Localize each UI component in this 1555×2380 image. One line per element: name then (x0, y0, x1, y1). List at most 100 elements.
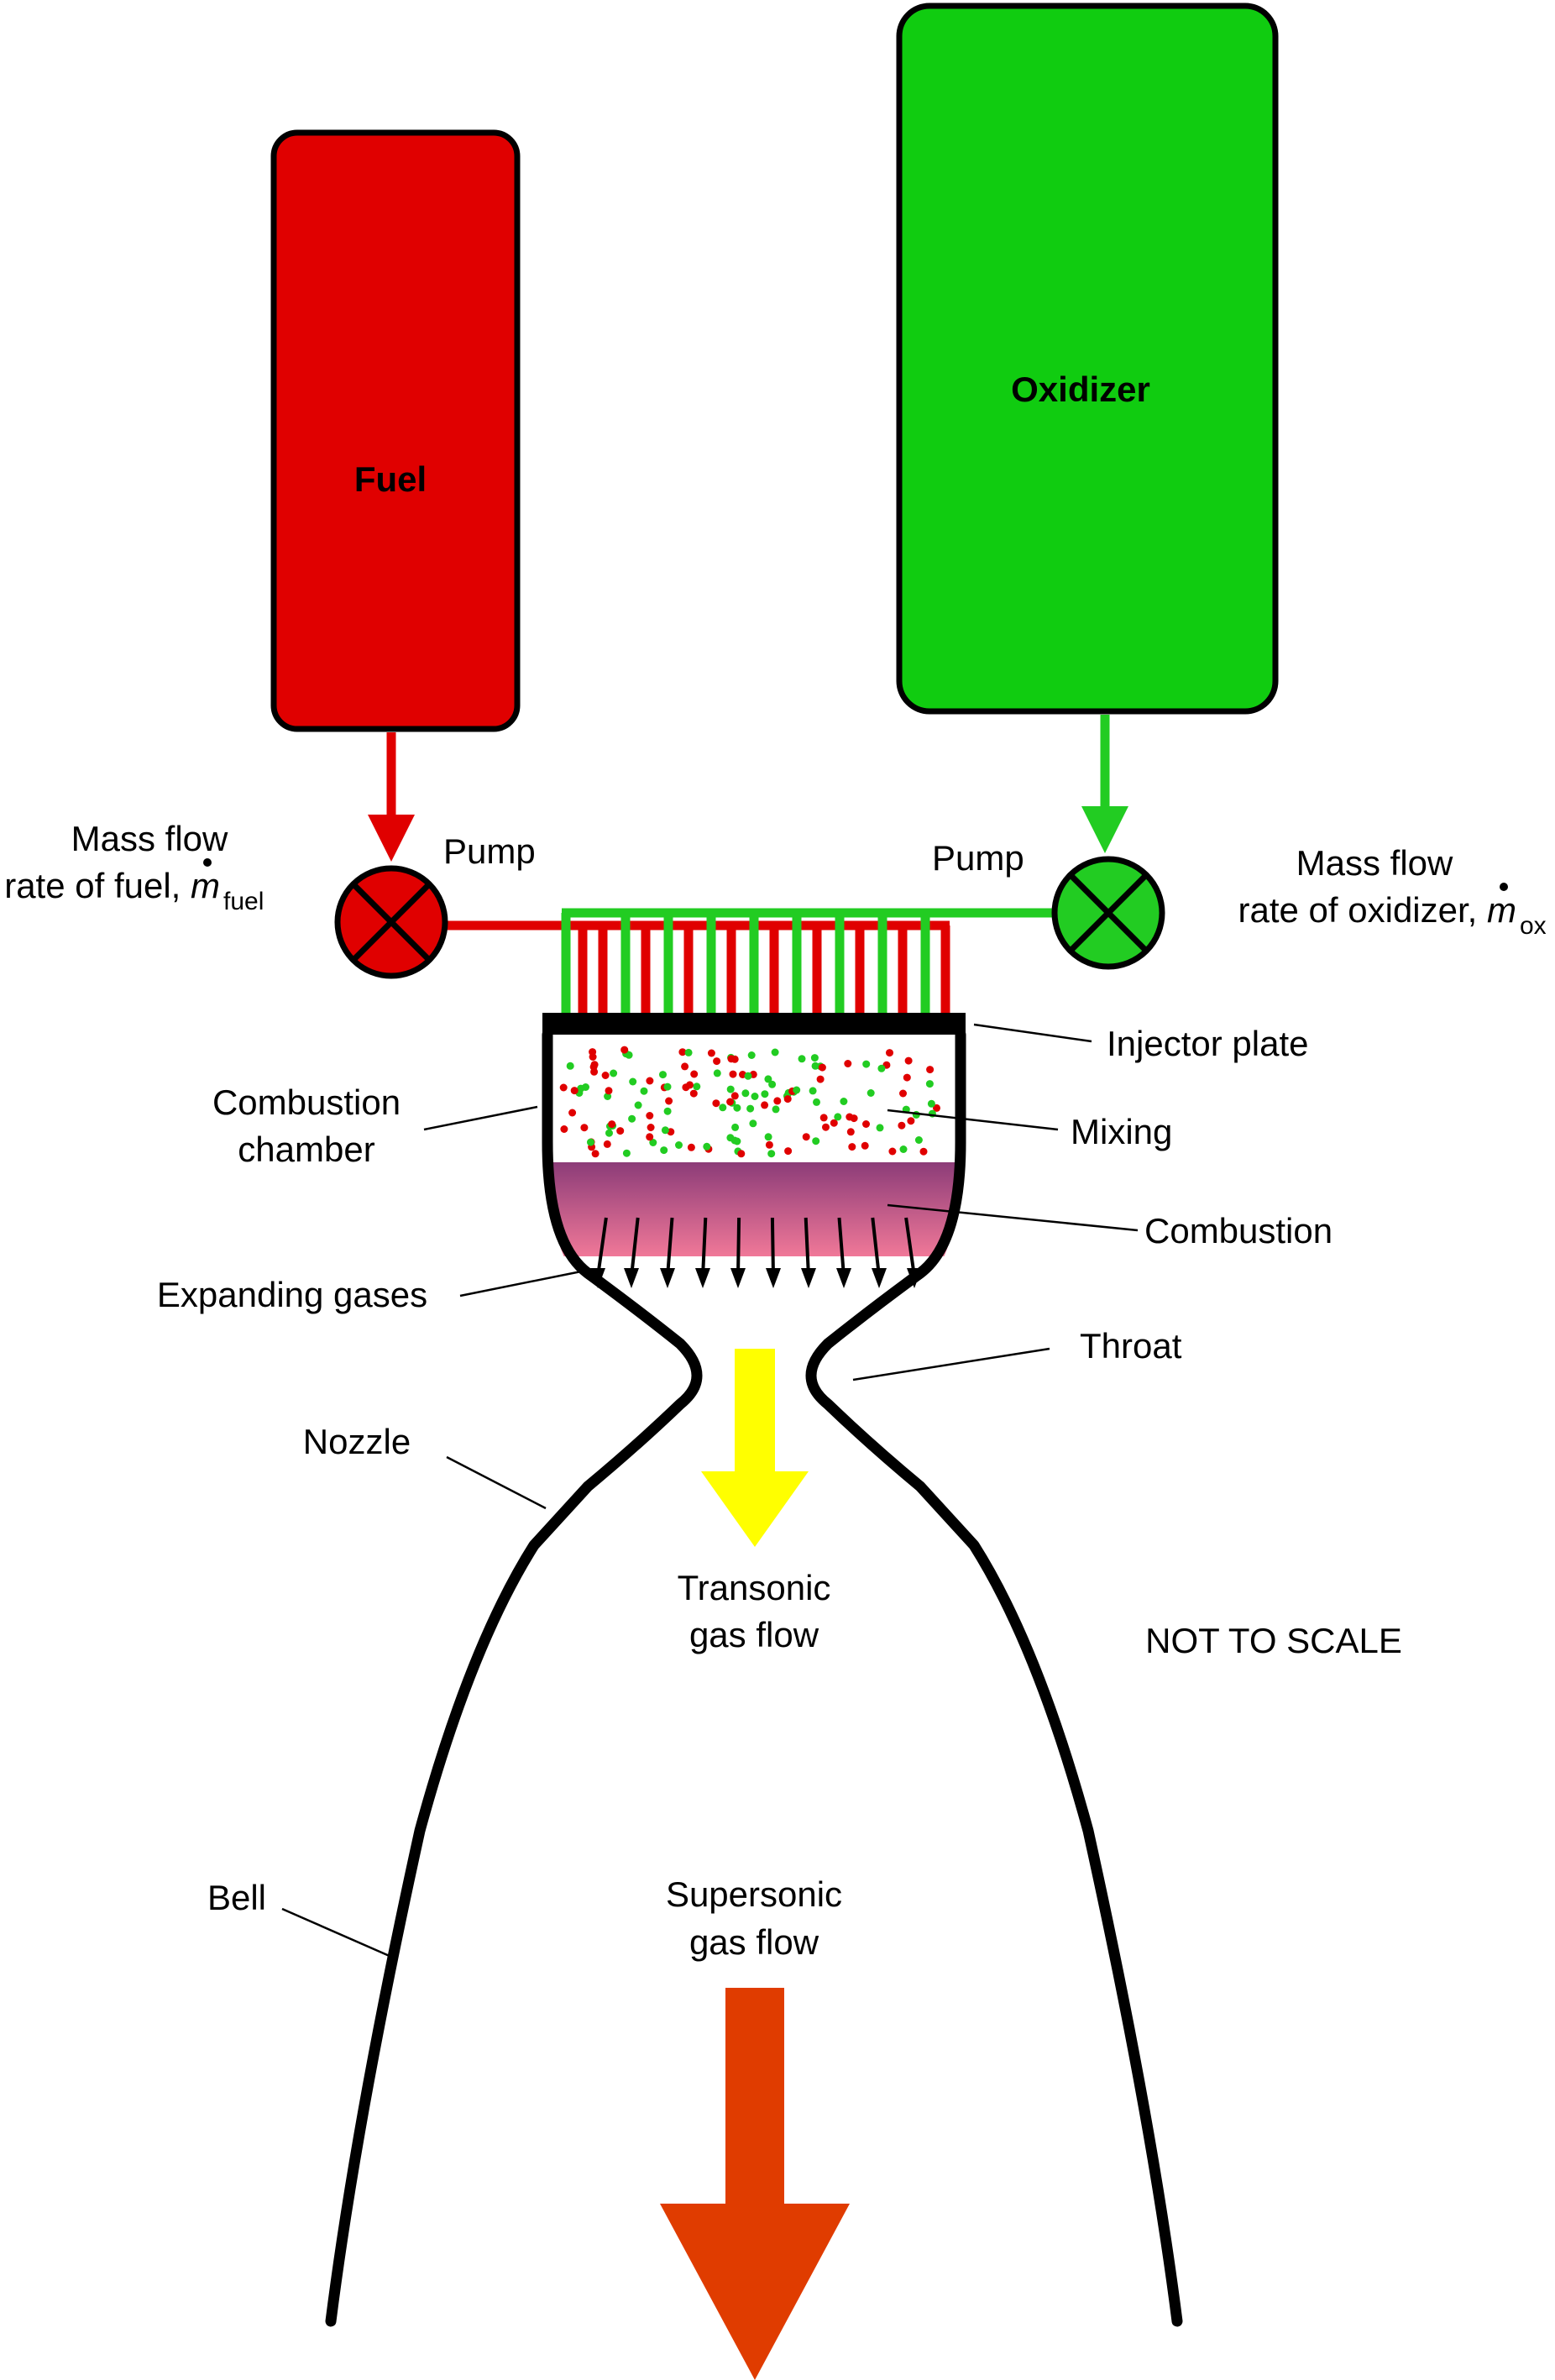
supersonic-flow-arrow (660, 1988, 850, 2380)
mixing-droplet (830, 1119, 838, 1127)
fuel-tank-label: Fuel (354, 459, 427, 499)
mixing-droplet (818, 1063, 826, 1072)
mixing-droplet (809, 1087, 817, 1095)
gas-arrow-shaft (770, 1217, 775, 1277)
mixing-droplet (605, 1129, 613, 1137)
mixing-droplet (665, 1097, 673, 1105)
fuel-mass-flow-line2: rate of fuel, m (4, 866, 220, 905)
oxidizer-pump (1051, 856, 1165, 970)
mixing-droplet (730, 1136, 739, 1145)
mixing-droplet (744, 1072, 752, 1080)
mixing-droplet (729, 1070, 737, 1078)
bell-leader (281, 1907, 392, 1958)
mixing-droplet (647, 1124, 655, 1131)
mixing-droplet (712, 1099, 720, 1108)
mixing-droplet (765, 1140, 773, 1149)
not-to-scale-label: NOT TO SCALE (1145, 1621, 1402, 1660)
mixing-droplet (622, 1149, 631, 1157)
mixing-droplet (646, 1133, 654, 1141)
expanding-gases-leader (459, 1268, 590, 1297)
gas-arrow-shaft (804, 1217, 810, 1277)
mixing-droplet (844, 1060, 852, 1067)
mixing-droplet (768, 1080, 777, 1088)
mixing-droplet (811, 1062, 819, 1070)
mixing-droplet (904, 1056, 913, 1065)
injector-plate-label: Injector plate (1107, 1024, 1308, 1063)
mixing-droplet (764, 1075, 772, 1083)
mixing-droplet (713, 1057, 721, 1066)
mixing-droplet (899, 1145, 908, 1153)
mixing-droplet (876, 1124, 884, 1132)
combustion-chamber-label-line2: chamber (238, 1130, 374, 1169)
throat-label: Throat (1080, 1326, 1182, 1366)
gas-arrow-shaft (630, 1217, 640, 1277)
mixing-droplet (898, 1121, 906, 1130)
oxidizer-mass-flow-dot (1500, 883, 1508, 891)
gas-arrow-shaft (596, 1217, 608, 1277)
mixing-droplet (783, 1095, 792, 1104)
mixing-droplet (577, 1084, 585, 1093)
fuel-feed-arrow (368, 732, 415, 862)
mixing-droplet (590, 1061, 599, 1069)
mixing-droplet (888, 1147, 897, 1156)
mixing-droplet (767, 1150, 776, 1158)
gas-arrow-shaft (837, 1217, 846, 1277)
mixing-droplet (604, 1093, 612, 1100)
mixing-droplet (713, 1069, 721, 1077)
gas-arrow-shaft (666, 1217, 674, 1277)
mixing-droplet (846, 1113, 854, 1121)
mixing-droplet (719, 1104, 727, 1112)
mixing-droplet (629, 1077, 637, 1086)
mixing-droplet (737, 1150, 746, 1158)
oxidizer-mass-flow-line2: rate of oxidizer, m (1238, 890, 1516, 930)
mixing-droplet (605, 1087, 613, 1095)
mixing-droplet (628, 1114, 636, 1123)
fuel-manifold (445, 920, 950, 1020)
fuel-mass-flow-subscript: fuel (223, 888, 264, 915)
gas-arrow-head (836, 1268, 851, 1288)
mixing-droplet (862, 1060, 871, 1068)
oxidizer-tank (896, 3, 1279, 715)
mixing-droplet (589, 1053, 597, 1061)
oxidizer-feed-arrow (1081, 715, 1128, 853)
mixing-droplet (649, 1139, 657, 1146)
mixing-droplet (640, 1087, 648, 1095)
transonic-label-line2: gas flow (689, 1615, 819, 1654)
oxidizer-tank-label: Oxidizer (1011, 370, 1150, 409)
oxidizer-mass-flow-line1: Mass flow (1296, 843, 1453, 883)
mixing-droplet (899, 1089, 907, 1098)
mixing-droplet (663, 1107, 672, 1115)
mixing-droplet (726, 1085, 735, 1093)
gas-arrow-head (801, 1268, 816, 1288)
transonic-label-line1: Transonic (678, 1568, 831, 1607)
mixing-droplet (603, 1140, 611, 1148)
mixing-droplet (568, 1109, 577, 1117)
mixing-droplet (749, 1119, 757, 1128)
mixing-droplet (761, 1090, 769, 1098)
mixing-droplet (693, 1083, 701, 1091)
fuel-tank (270, 129, 521, 732)
gas-arrow-head (766, 1268, 781, 1288)
mixing-droplet (601, 1072, 610, 1079)
mixing-droplet (646, 1077, 654, 1085)
fuel-pump (334, 865, 448, 979)
mixing-droplet (731, 1123, 740, 1131)
mixing-droplet (608, 1120, 616, 1129)
injector-plate (542, 1013, 966, 1035)
mixing-droplet (560, 1125, 568, 1133)
mixing-droplet (816, 1075, 825, 1083)
mixing-droplet (681, 1062, 689, 1071)
mixing-droplet (663, 1083, 672, 1091)
mixing-droplet (566, 1062, 574, 1070)
combustion-chamber-leader (423, 1105, 538, 1131)
fuel-mass-flow-dot (203, 858, 212, 867)
mixing-droplet (733, 1104, 741, 1112)
throat-leader (852, 1347, 1050, 1381)
oxidizer-manifold (561, 908, 1060, 1020)
gas-arrow-shaft (736, 1217, 741, 1277)
mixing-droplet (726, 1098, 735, 1106)
mixing-droplet (620, 1046, 629, 1054)
mixing-droplet (659, 1071, 667, 1079)
mixing-droplet (761, 1101, 769, 1109)
mixing-droplet (813, 1098, 820, 1106)
